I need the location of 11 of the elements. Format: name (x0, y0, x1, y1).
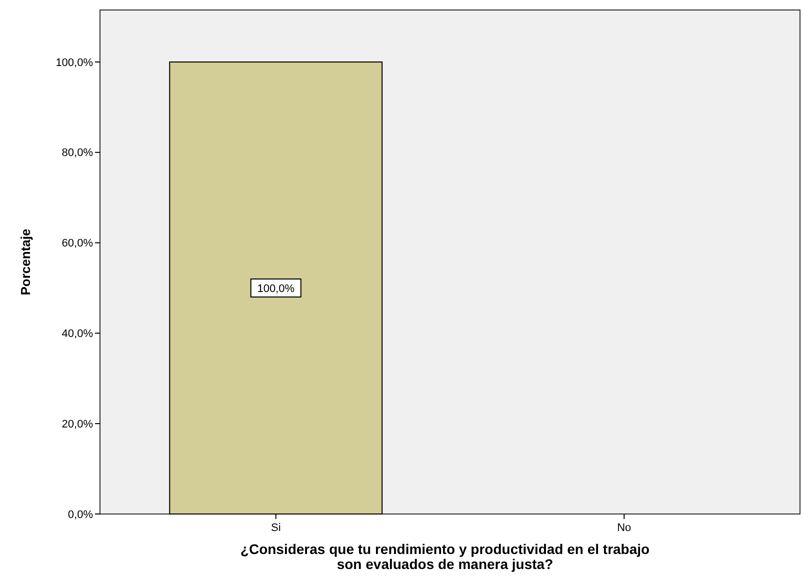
y-tick-label: 60,0% (62, 238, 94, 250)
x-tick-label: No (617, 522, 632, 534)
y-axis-title: Porcentaje (18, 228, 33, 296)
y-tick-label: 0,0% (68, 508, 94, 521)
data-label: 100,0% (257, 282, 295, 295)
y-tick-label: 40,0% (62, 328, 94, 340)
y-tick-label: 80,0% (62, 147, 94, 160)
y-tick-label: 20,0% (62, 418, 94, 430)
y-tick-label: 100,0% (56, 56, 94, 69)
x-axis-title: ¿Consideras que tu rendimiento y productividad en el trabajo son evaluados de manera justa? (240, 541, 650, 572)
x-tick-label: Si (270, 522, 281, 534)
